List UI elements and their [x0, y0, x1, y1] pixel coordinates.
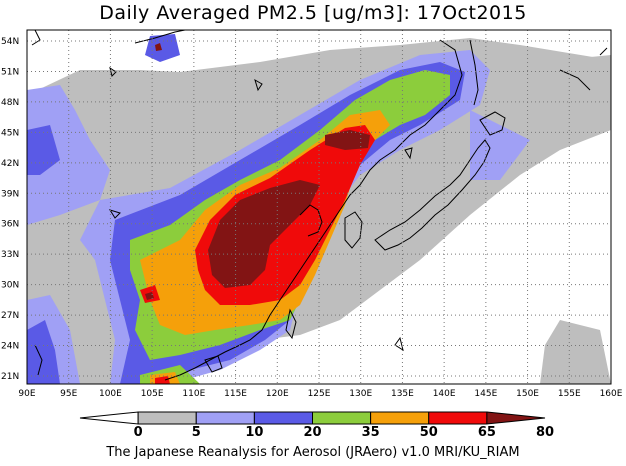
colorbar-label: 20: [303, 425, 321, 440]
coastlines: [31, 30, 608, 381]
lat-label: 21N: [1, 372, 19, 382]
colorbar-labels: 0 5 10 20 35 50 65 80: [134, 425, 554, 440]
colorbar-label: 0: [134, 425, 143, 440]
lon-label: 130E: [349, 389, 372, 399]
colorbar-segment: [79, 411, 139, 425]
colorbar-segment: [195, 411, 255, 425]
lon-label: 155E: [558, 389, 581, 399]
colorbar-segment: [137, 411, 197, 425]
lon-label: 135E: [391, 389, 414, 399]
lat-label: 27N: [1, 311, 19, 321]
lat-label: 45N: [1, 128, 19, 138]
colorbar-label: 80: [536, 425, 554, 440]
lon-label: 110E: [182, 389, 205, 399]
lat-labels: 54N 51N 48N 45N 42N 39N 36N 33N 30N 27N 24N 21N: [1, 37, 19, 382]
colorbar-segment: [486, 411, 546, 425]
lat-label: 36N: [1, 220, 19, 230]
grid-lines: [27, 30, 611, 384]
contour-darkred: [325, 130, 370, 150]
contour-gray: [560, 55, 611, 100]
colorbar-label: 65: [478, 425, 496, 440]
lat-label: 54N: [1, 37, 19, 47]
lon-label: 115E: [224, 389, 247, 399]
lon-label: 125E: [308, 389, 331, 399]
lon-label: 150E: [516, 389, 539, 399]
lon-label: 95E: [60, 389, 77, 399]
lon-labels: 90E 95E 100E 105E 110E 115E 120E 125E 130E 135E 14…: [18, 389, 622, 399]
lat-label: 42N: [1, 159, 19, 169]
contour-gray: [540, 320, 611, 384]
map-title: Daily Averaged PM2.5 [ug/m3]: 17Oct2015: [99, 2, 527, 24]
lat-label: 30N: [1, 281, 19, 291]
lon-label: 120E: [266, 389, 289, 399]
lat-label: 24N: [1, 342, 19, 352]
contour-red: [155, 376, 170, 384]
colorbar-label: 10: [245, 425, 263, 440]
contour-darkred: [155, 43, 162, 51]
lat-label: 51N: [1, 67, 19, 77]
colorbar-label: 5: [192, 425, 201, 440]
lon-label: 140E: [433, 389, 456, 399]
map-frame: [26, 29, 612, 385]
colorbar-label: 50: [420, 425, 438, 440]
contour-blue: [27, 320, 60, 384]
lon-label: 145E: [474, 389, 497, 399]
lat-label: 33N: [1, 250, 19, 260]
lon-label: 90E: [18, 389, 35, 399]
colorbar-label: 35: [362, 425, 380, 440]
lat-label: 48N: [1, 98, 19, 108]
colorbar-segment: [312, 411, 372, 425]
lon-label: 105E: [141, 389, 164, 399]
colorbar-segment: [253, 411, 313, 425]
lat-label: 39N: [1, 189, 19, 199]
footer-credit: The Japanese Reanalysis for Aerosol (JRA…: [106, 445, 520, 460]
lon-label: 160E: [600, 389, 623, 399]
colorbar: [79, 411, 546, 425]
colorbar-segment: [370, 411, 430, 425]
colorbar-segment: [428, 411, 488, 425]
lon-label: 100E: [99, 389, 122, 399]
